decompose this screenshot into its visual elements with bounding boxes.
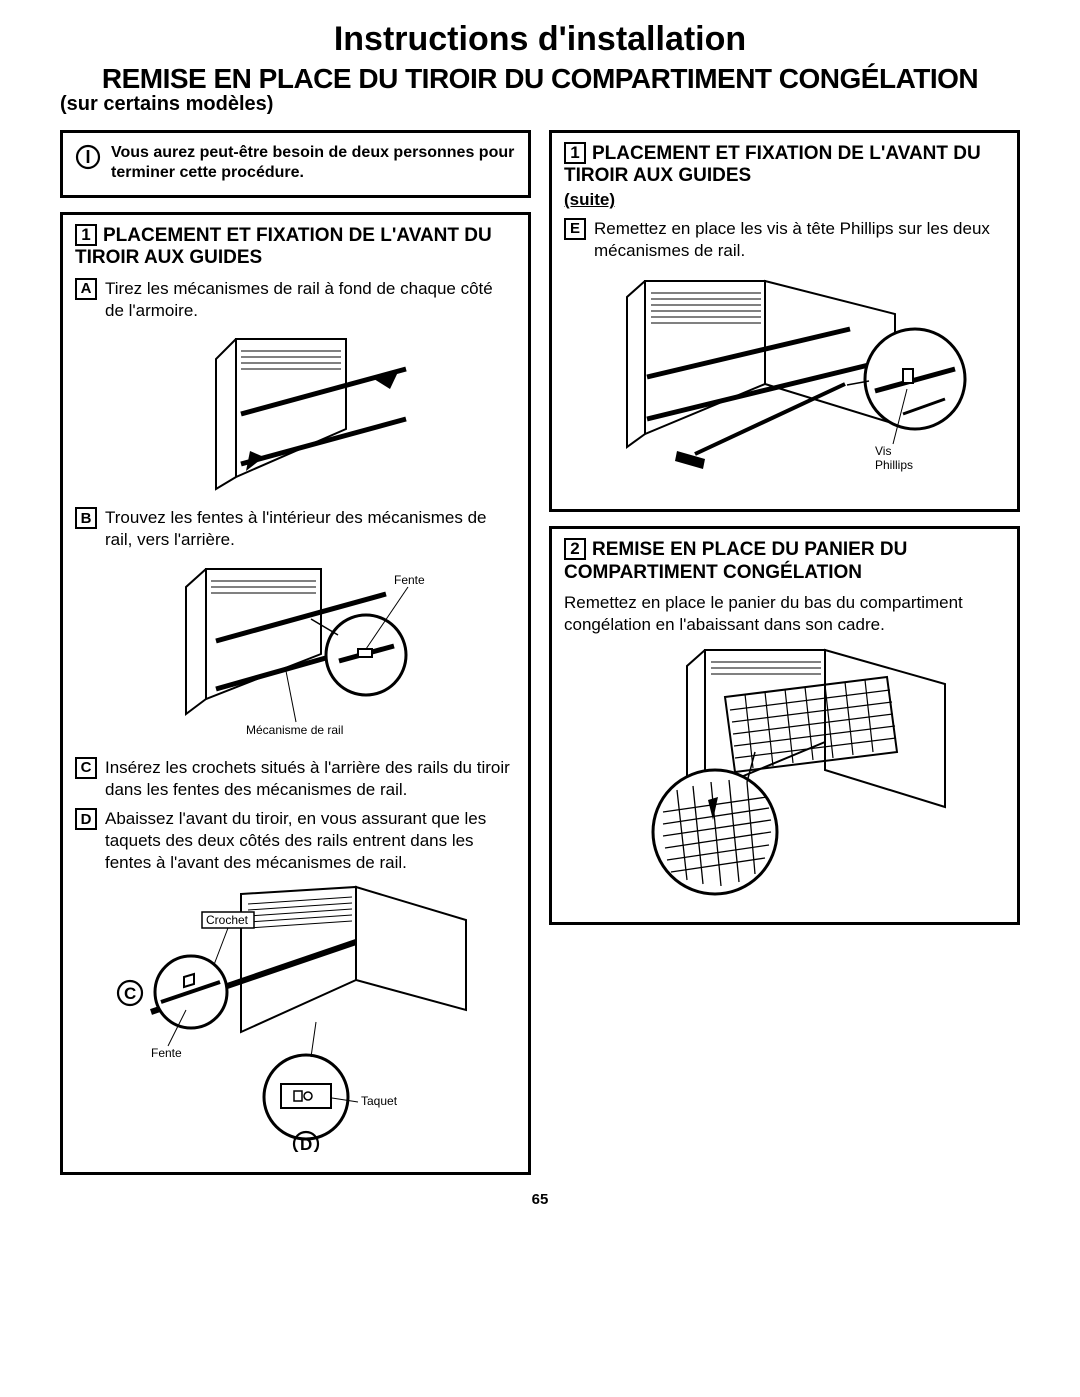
label-mecanisme: Mécanisme de rail (246, 723, 343, 737)
substep-e-text: Remettez en place les vis à tête Phillip… (594, 218, 1005, 262)
label-crochet: Crochet (206, 913, 249, 927)
step-number-1: 1 (75, 224, 97, 246)
left-column: I Vous aurez peut-être besoin de deux pe… (60, 130, 531, 1175)
substep-b-text: Trouvez les fentes à l'intérieur des méc… (105, 507, 516, 551)
page-number: 65 (60, 1191, 1020, 1208)
substep-c: C Insérez les crochets situés à l'arrièr… (75, 757, 516, 801)
right-column: 1PLACEMENT ET FIXATION DE L'AVANT DU TIR… (549, 130, 1020, 1175)
models-note: (sur certains modèles) (60, 93, 1020, 116)
figure-e: Vis Phillips (564, 269, 1005, 489)
label-fente: Fente (394, 573, 425, 587)
figure-b: Fente Mécanisme de rail (75, 559, 516, 749)
step1-suite-title: 1PLACEMENT ET FIXATION DE L'AVANT DU TIR… (564, 143, 1005, 210)
step2-title-text: REMISE EN PLACE DU PANIER DU COMPARTIMEN… (564, 539, 907, 582)
step1-suite-box: 1PLACEMENT ET FIXATION DE L'AVANT DU TIR… (549, 130, 1020, 512)
step2-text: Remettez en place le panier du bas du co… (564, 592, 1005, 636)
substep-a: A Tirez les mécanismes de rail à fond de… (75, 278, 516, 322)
figure-cd: Crochet C Fente (75, 882, 516, 1152)
label-taquet: Taquet (361, 1094, 398, 1108)
substep-letter-a: A (75, 278, 97, 300)
figure-2 (564, 642, 1005, 902)
step2-title: 2REMISE EN PLACE DU PANIER DU COMPARTIME… (564, 539, 1005, 584)
page-title: Instructions d'installation (60, 20, 1020, 59)
figure-a (75, 329, 516, 499)
info-circle-icon: I (75, 144, 101, 170)
step-number-2: 2 (564, 538, 586, 560)
substeps: A Tirez les mécanismes de rail à fond de… (75, 278, 516, 1152)
step2-box: 2REMISE EN PLACE DU PANIER DU COMPARTIME… (549, 526, 1020, 924)
step1-title-text: PLACEMENT ET FIXATION DE L'AVANT DU TIRO… (75, 225, 492, 268)
substep-d-text: Abaissez l'avant du tiroir, en vous assu… (105, 808, 516, 873)
d-marker: D (300, 1135, 312, 1152)
notice-text: Vous aurez peut-être besoin de deux pers… (111, 143, 516, 183)
step-number-1b: 1 (564, 142, 586, 164)
substep-letter-e: E (564, 218, 586, 240)
substep-c-text: Insérez les crochets situés à l'arrière … (105, 757, 516, 801)
subheader: REMISE EN PLACE DU TIROIR DU COMPARTIMEN… (60, 63, 1020, 116)
label-vis: Vis (875, 444, 891, 458)
substep-b: B Trouvez les fentes à l'intérieur des m… (75, 507, 516, 551)
page-header: Instructions d'installation (60, 20, 1020, 59)
substep-d: D Abaissez l'avant du tiroir, en vous as… (75, 808, 516, 873)
substep-letter-d: D (75, 808, 97, 830)
label-phillips: Phillips (875, 458, 913, 472)
step1-box: 1PLACEMENT ET FIXATION DE L'AVANT DU TIR… (60, 212, 531, 1175)
notice-box: I Vous aurez peut-être besoin de deux pe… (60, 130, 531, 198)
substep-letter-c: C (75, 757, 97, 779)
notice: I Vous aurez peut-être besoin de deux pe… (75, 143, 516, 183)
suite-label: (suite) (564, 190, 1005, 210)
substep-letter-b: B (75, 507, 97, 529)
svg-text:I: I (85, 147, 90, 167)
c-marker: C (124, 984, 136, 1003)
substep-e: E Remettez en place les vis à tête Phill… (564, 218, 1005, 262)
step1-title: 1PLACEMENT ET FIXATION DE L'AVANT DU TIR… (75, 225, 516, 270)
columns: I Vous aurez peut-être besoin de deux pe… (60, 130, 1020, 1175)
main-title: REMISE EN PLACE DU TIROIR DU COMPARTIMEN… (60, 63, 1020, 95)
label-fente2: Fente (151, 1046, 182, 1060)
substep-a-text: Tirez les mécanismes de rail à fond de c… (105, 278, 516, 322)
step1-suite-title-text: PLACEMENT ET FIXATION DE L'AVANT DU TIRO… (564, 143, 981, 186)
